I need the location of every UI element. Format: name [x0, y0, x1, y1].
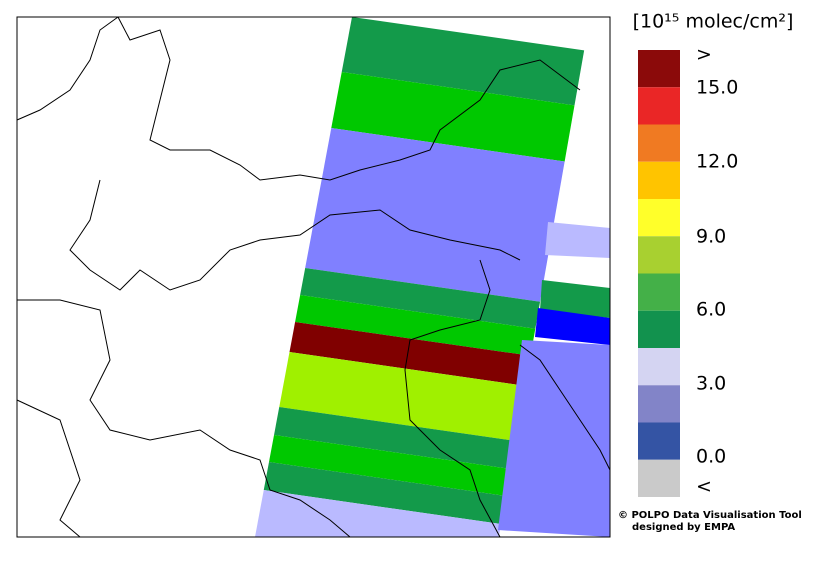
swath-band	[535, 308, 610, 345]
credit-line: © POLPO Data Visualisation Tool	[618, 510, 802, 521]
swath-band	[305, 128, 565, 302]
colorbar-label: 3.0	[696, 373, 726, 395]
colorbar-bin	[638, 50, 680, 88]
mask	[0, 537, 640, 566]
colorbar-bin	[638, 87, 680, 125]
swath-band	[274, 407, 516, 469]
colorbar-bin	[638, 310, 680, 348]
swath-band	[545, 222, 610, 258]
colorbar-bin	[638, 348, 680, 386]
map-frame	[16, 16, 611, 538]
swath-band	[331, 72, 575, 162]
borders	[16, 16, 611, 538]
colorbar-bin	[638, 236, 680, 274]
colorbar-bin	[638, 459, 680, 497]
colorbar: >15.0 12.0 9.0 6.0 3.0 0.0 <	[638, 44, 738, 498]
colorbar-bin	[638, 161, 680, 199]
swath-band	[300, 268, 541, 329]
colorbar-label: 0.0	[696, 446, 726, 468]
mask	[610, 0, 640, 566]
unit-label: [10¹⁵ molec/cm²]	[633, 11, 794, 33]
colorbar-bin	[638, 273, 680, 311]
colorbar-bin	[638, 422, 680, 460]
swath-band	[341, 17, 585, 106]
colorbar-label: 12.0	[696, 151, 738, 173]
colorbar-label: 6.0	[696, 299, 726, 321]
colorbar-bin	[638, 124, 680, 162]
colorbar-label: 15.0	[696, 77, 738, 99]
swath-band	[279, 352, 526, 441]
swath-band	[540, 280, 610, 318]
satellite-swath	[0, 0, 640, 566]
colorbar-label: >	[696, 44, 712, 66]
swath-band	[289, 322, 531, 386]
colorbar-bin	[638, 199, 680, 237]
swath-band	[268, 435, 511, 497]
colorbar-label: <	[696, 476, 712, 498]
credit-line: designed by EMPA	[632, 522, 735, 533]
swath-band	[295, 295, 536, 356]
colorbar-label: 9.0	[696, 226, 726, 248]
colorbar-bin	[638, 385, 680, 423]
swath-band	[498, 340, 610, 537]
swath-band	[263, 462, 506, 525]
